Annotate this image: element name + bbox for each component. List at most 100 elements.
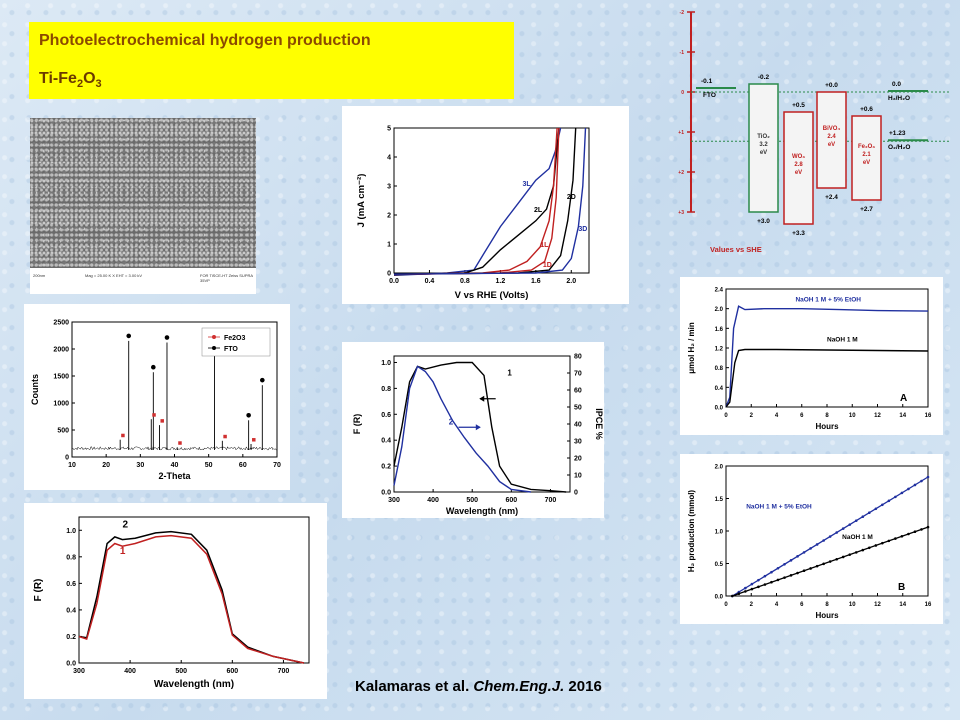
- y-tick-label: 3: [387, 184, 391, 191]
- band-box: [783, 111, 814, 225]
- ipce-series-line: [393, 361, 567, 493]
- band-gap-unit: eV: [863, 160, 870, 166]
- prod-point: [926, 475, 930, 479]
- prod-point: [731, 594, 734, 598]
- y-tick-label: 1.6: [715, 327, 724, 333]
- jv-chart: 0.0 0.4 0.8 1.2 1.6 2.0 0 1 2 3 4 5 V vs RHE (Volts)…: [356, 126, 590, 301]
- rate-series-line: [725, 305, 929, 408]
- series-label: 2L: [534, 207, 543, 214]
- y2-tick-label: 20: [574, 456, 582, 463]
- abs-chart: 300 400 500 600 700 0.0 0.2 0.4 0.6 0.8 1.0 Wavelen…: [33, 516, 310, 690]
- x-axis-label: Hours: [815, 422, 839, 431]
- sem-label: FOR TiSCE-HT Zeiss SUPRA 35VP: [200, 273, 253, 283]
- x-tick-label: 10: [68, 462, 76, 469]
- x-tick-label: 12: [874, 413, 881, 419]
- y-tick-label: 0.5: [715, 562, 724, 568]
- plot-frame: [78, 516, 310, 664]
- x-tick-label: 8: [825, 413, 829, 419]
- prod-point: [776, 566, 780, 570]
- y-tick-label: 1.5: [715, 497, 724, 503]
- sem-image: 200nm Mag = 25.00 K X EHT = 3.00 kV FOR …: [30, 118, 256, 294]
- series-label: 3D: [578, 226, 587, 233]
- band-gap: 2.4: [827, 134, 836, 140]
- x-axis-label: Wavelength (nm): [154, 679, 234, 690]
- material-name: Fe₂O₃: [858, 144, 875, 150]
- x-tick-label: 600: [226, 668, 238, 675]
- prod-point: [802, 569, 806, 573]
- prod-point: [750, 582, 754, 586]
- prod-point: [881, 541, 884, 545]
- jv-series-line: [393, 127, 560, 276]
- fe2o3-marker: [152, 413, 156, 417]
- prod-point: [887, 539, 891, 543]
- y-tick-label: 0.4: [381, 438, 391, 445]
- prod-point: [783, 562, 786, 566]
- band-gap: 2.1: [862, 152, 871, 158]
- prod-point: [867, 546, 871, 550]
- x-tick-label: 2.0: [566, 278, 576, 285]
- y2-tick-label: 60: [574, 388, 582, 395]
- fto-marker: [151, 364, 156, 370]
- series-label: 2: [122, 520, 128, 531]
- y-tick-label: 1.0: [715, 530, 724, 536]
- y-tick-label: 0.0: [381, 490, 391, 497]
- slide-title: Photoelectrochemical hydrogen production: [39, 32, 371, 49]
- legend-label: FTO: [224, 346, 238, 353]
- prod-point: [789, 559, 793, 562]
- x-tick-label: 0: [724, 413, 728, 419]
- prodB-chart: 0 2 4 6 8 10 12 14 16 0.0 0.5 1.0 1.5 2.0 Hours H₂ prod…: [687, 465, 932, 621]
- x-tick-label: 70: [273, 462, 281, 469]
- rateA-chart: 0 2 4 6 8 10 12 14 16 0.0 0.4 0.8 1.2 1.6 2.0 2.4 Hours μ…: [687, 288, 932, 432]
- y-tick-label: 0.2: [66, 634, 76, 641]
- fe2o3-marker: [178, 441, 182, 445]
- ipce-chart: 300 400 500 600 7000.00.20.40.60.81.0Wavelen…: [352, 354, 604, 517]
- band-gap: 2.8: [794, 162, 803, 168]
- material-name: BiVO₄: [823, 126, 841, 132]
- prod-point: [920, 528, 923, 531]
- y-tick-label: 1.2: [715, 347, 724, 353]
- x-tick-label: 0: [724, 602, 728, 608]
- arrow-left-head: [479, 395, 485, 402]
- prod-point: [894, 495, 897, 499]
- x-tick-label: 14: [899, 602, 906, 608]
- band-box: [748, 83, 779, 213]
- citation: Kalamaras et al. Chem.Eng.J. 2016: [355, 678, 602, 695]
- prod-point: [835, 531, 838, 534]
- x-tick-label: 0.4: [425, 278, 435, 285]
- band-gap-unit: eV: [760, 150, 767, 156]
- y-tick-label: 4: [387, 155, 391, 162]
- fto-marker: [164, 335, 170, 340]
- redox-label: H₂/H₂O: [888, 95, 910, 102]
- y-axis-label: F (R): [33, 579, 44, 602]
- vb-value: +3.0: [757, 218, 770, 225]
- x-tick-label: 1.6: [531, 278, 541, 285]
- legend-marker: [212, 335, 216, 339]
- x-tick-label: 0.8: [460, 278, 470, 285]
- prod-point: [750, 587, 754, 591]
- prod-point: [900, 534, 904, 538]
- x-tick-label: 700: [278, 668, 290, 675]
- y-axis-label: Counts: [30, 374, 40, 405]
- series-label: 2D: [567, 194, 576, 201]
- prod-point: [822, 539, 825, 542]
- jv-series-line: [393, 127, 562, 276]
- x-tick-label: 10: [849, 413, 856, 419]
- y2-tick-label: 10: [574, 473, 582, 480]
- material-name: TiO₂: [757, 134, 770, 140]
- x-tick-label: 500: [466, 497, 478, 504]
- sem-micrograph: [30, 118, 256, 268]
- fe2o3-marker: [160, 419, 164, 423]
- prod-point: [913, 530, 917, 533]
- plot-frame: [393, 127, 590, 274]
- x-tick-label: 600: [505, 497, 517, 504]
- axis-tick-label: +1: [678, 130, 684, 136]
- x-axis-label: V vs RHE (Volts): [455, 290, 529, 301]
- x-axis-label: 2-Theta: [158, 471, 191, 481]
- prod-point: [757, 578, 760, 582]
- prod-point: [861, 548, 865, 552]
- ipce-panel: 300 400 500 600 700 0.0 0.2 0.4 0.6 0.8 1.0 Wavelen…: [342, 342, 604, 518]
- prod-point: [887, 499, 891, 503]
- material-name: WO₃: [792, 154, 805, 160]
- prod-point: [783, 576, 786, 579]
- band-diagram: -2 -1 0 +1 +2 +3 -0.1 FTO 0.0 H₂/H₂O +1.23 O₂/H₂O -0…: [678, 10, 950, 254]
